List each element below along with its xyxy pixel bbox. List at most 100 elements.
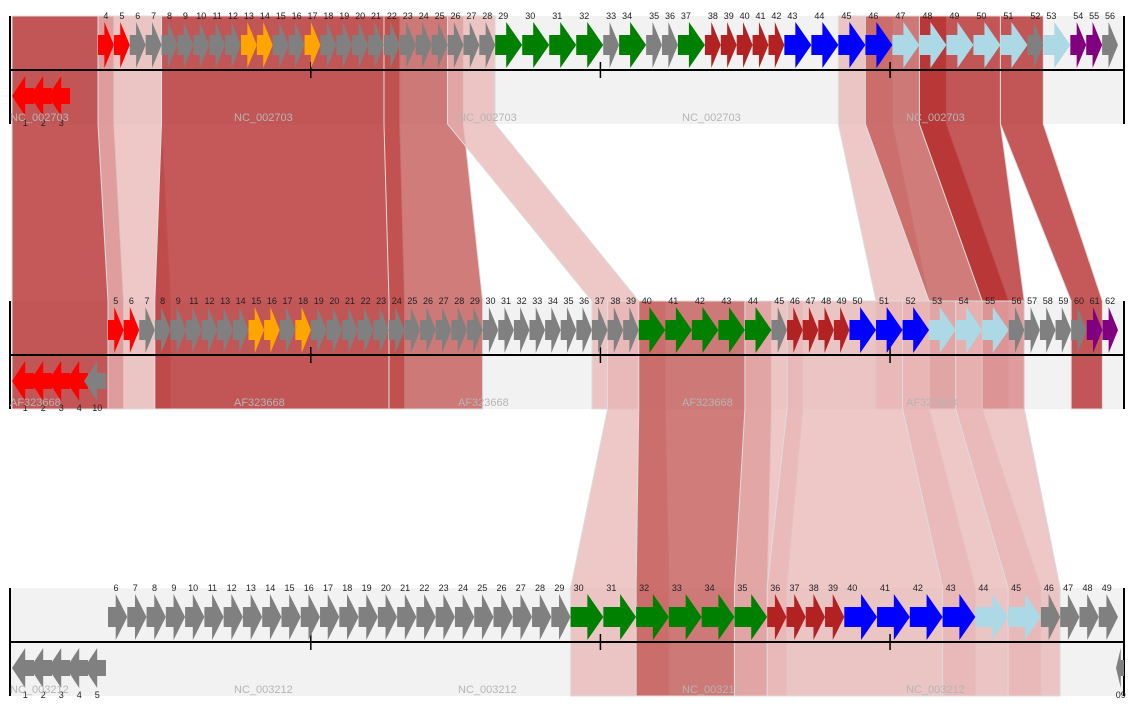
- gene-arrow: [493, 594, 513, 640]
- gene-arrow: [225, 22, 241, 68]
- gene-arrow: [482, 307, 499, 353]
- gene-arrow: [570, 594, 604, 640]
- gene-arrow: [768, 22, 785, 68]
- gene-arrow: [383, 22, 400, 68]
- gene-number-label: 39: [828, 583, 838, 593]
- gene-arrow: [358, 594, 378, 640]
- gene-arrow: [431, 22, 448, 68]
- gene-arrow: [146, 594, 166, 640]
- gene-arrow: [1116, 648, 1124, 688]
- gene-arrow: [787, 307, 803, 353]
- gene-number-label: 09: [1116, 690, 1126, 700]
- gene-arrow: [463, 22, 480, 68]
- gene-number-label: 33: [672, 583, 682, 593]
- track-name-label: NC_002703: [906, 112, 965, 124]
- gene-arrow: [607, 307, 624, 353]
- gene-arrow: [1040, 594, 1061, 640]
- gene-number-label: 29: [554, 583, 564, 593]
- gene-arrow: [388, 307, 405, 353]
- gene-arrow: [84, 361, 106, 401]
- gene-arrow: [646, 22, 663, 68]
- gene-number-label: 43: [946, 583, 956, 593]
- gene-number-label: 44: [748, 296, 758, 306]
- gene-arrow: [744, 307, 772, 353]
- gene-arrow: [691, 307, 719, 353]
- gene-arrow: [892, 22, 920, 68]
- gene-number-label: 23: [403, 11, 413, 21]
- gene-arrow: [435, 594, 455, 640]
- gene-arrow: [784, 22, 812, 68]
- gene-arrow: [662, 22, 678, 68]
- gene-number-label: 12: [204, 296, 214, 306]
- gene-arrow: [177, 22, 194, 68]
- gene-arrow: [320, 22, 337, 68]
- gene-arrow: [201, 307, 218, 353]
- gene-number-label: 44: [978, 583, 988, 593]
- gene-number-label: 4: [103, 11, 108, 21]
- gene-number-label: 41: [880, 583, 890, 593]
- gene-number-label: 34: [622, 11, 632, 21]
- gene-number-label: 52: [1030, 11, 1040, 21]
- gene-number-label: 22: [419, 583, 429, 593]
- gene-number-label: 29: [498, 11, 508, 21]
- gene-arrow: [833, 307, 850, 353]
- gene-number-label: 45: [774, 296, 784, 306]
- gene-number-label: 48: [1082, 583, 1092, 593]
- gene-number-label: 23: [439, 583, 449, 593]
- gene-number-label: 36: [770, 583, 780, 593]
- gene-arrow: [771, 307, 788, 353]
- gene-number-label: 21: [345, 296, 355, 306]
- homology-links: [11, 15, 1103, 697]
- gene-number-label: 7: [145, 296, 150, 306]
- gene-number-label: 45: [1011, 583, 1021, 593]
- gene-arrow: [838, 22, 866, 68]
- gene-number-label: 3: [59, 403, 64, 413]
- gene-number-label: 15: [251, 296, 261, 306]
- gene-number-label: 37: [595, 296, 605, 306]
- gene-number-label: 26: [423, 296, 433, 306]
- gene-number-label: 9: [183, 11, 188, 21]
- gene-arrow: [909, 594, 943, 640]
- gene-number-label: 49: [1102, 583, 1112, 593]
- gene-number-label: 2: [41, 118, 46, 128]
- gene-number-label: 21: [371, 11, 381, 21]
- gene-number-label: 1: [23, 403, 28, 413]
- gene-number-label: 58: [1043, 296, 1053, 306]
- gene-arrow: [825, 594, 845, 640]
- gene-number-label: 1: [23, 118, 28, 128]
- gene-arrow: [513, 307, 530, 353]
- gene-arrow: [113, 22, 130, 68]
- gene-number-label: 47: [805, 296, 815, 306]
- gene-number-label: 28: [454, 296, 464, 306]
- gene-number-label: 30: [485, 296, 495, 306]
- gene-arrow: [767, 594, 787, 640]
- gene-number-label: 19: [314, 296, 324, 306]
- gene-arrow: [342, 307, 358, 353]
- gene-number-label: 40: [847, 583, 857, 593]
- gene-number-label: 50: [976, 11, 986, 21]
- gene-number-label: 5: [95, 690, 100, 700]
- gene-number-label: 42: [771, 11, 781, 21]
- gene-arrow: [902, 307, 930, 353]
- gene-number-label: 6: [113, 583, 118, 593]
- gene-number-label: 5: [113, 296, 118, 306]
- gene-arrow: [357, 307, 374, 353]
- gene-number-label: 20: [381, 583, 391, 593]
- track-name-label: AF323668: [458, 397, 509, 409]
- gene-arrow: [603, 594, 637, 640]
- gene-arrow: [397, 594, 417, 640]
- gene-arrow: [368, 22, 384, 68]
- gene-arrow: [185, 594, 205, 640]
- gene-arrow: [1027, 22, 1044, 68]
- gene-arrow: [973, 22, 1001, 68]
- gene-number-label: 14: [236, 296, 246, 306]
- gene-arrow: [193, 22, 210, 68]
- gene-number-label: 2: [41, 403, 46, 413]
- gene-number-label: 62: [1105, 296, 1115, 306]
- gene-arrow: [736, 22, 753, 68]
- gene-arrow: [248, 307, 265, 353]
- gene-arrow: [877, 594, 910, 640]
- gene-arrow: [802, 307, 819, 353]
- gene-arrow: [665, 307, 692, 353]
- gene-arrow: [240, 22, 257, 68]
